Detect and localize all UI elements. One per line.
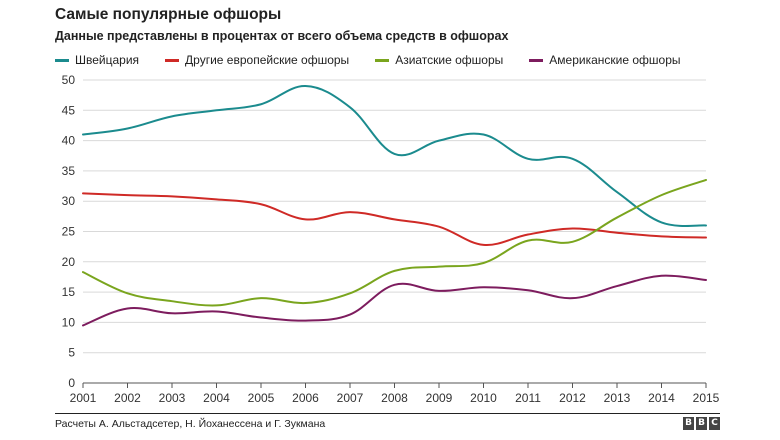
y-tick-label: 30 xyxy=(62,194,76,208)
x-tick-label: 2002 xyxy=(114,391,141,405)
line-chart: 0 5 10 15 20 25 30 35 40 45 50 2001 2002 2003 2004 2005… xyxy=(62,73,720,405)
y-tick-label: 10 xyxy=(62,315,76,329)
legend: Швейцария Другие европейские офшоры Азиа… xyxy=(55,53,681,67)
legend-label: Азиатские офшоры xyxy=(395,53,504,67)
legend-swatch xyxy=(375,58,390,62)
legend-label: Другие европейские офшоры xyxy=(185,53,350,67)
bbc-logo-block: C xyxy=(709,417,720,430)
legend-label: Швейцария xyxy=(75,53,140,67)
bbc-logo-block: B xyxy=(683,417,694,430)
legend-swatch xyxy=(165,58,180,62)
x-tick-label: 2012 xyxy=(559,391,586,405)
legend-swatch xyxy=(55,58,69,62)
x-tick-label: 2004 xyxy=(203,391,230,405)
y-tick-label: 0 xyxy=(68,376,75,390)
x-tick-label: 2010 xyxy=(470,391,497,405)
chart-title: Самые популярные офшоры xyxy=(55,6,282,23)
series-line-switzerland xyxy=(82,85,707,227)
x-tick-label: 2003 xyxy=(159,391,186,405)
legend-label: Американские офшоры xyxy=(549,53,681,67)
bbc-logo-block: B xyxy=(696,417,707,430)
y-tick-label: 20 xyxy=(62,255,76,269)
chart-subtitle: Данные представлены в процентах от всего… xyxy=(55,29,509,43)
x-tick-label: 2011 xyxy=(515,391,541,405)
footer-divider xyxy=(55,413,720,414)
bbc-logo: B B C xyxy=(683,417,720,430)
y-tick-label: 45 xyxy=(62,103,76,117)
y-tick-label: 5 xyxy=(68,346,75,360)
y-tick-label: 40 xyxy=(62,134,76,148)
x-tick-label: 2005 xyxy=(248,391,275,405)
series-line-american xyxy=(82,274,707,327)
y-tick-label: 50 xyxy=(62,73,76,87)
legend-swatch xyxy=(529,58,544,62)
series-line-asian xyxy=(82,178,707,307)
legend-item-switzerland: Швейцария xyxy=(55,53,139,67)
x-tick-label: 2001 xyxy=(70,391,97,405)
source-note: Расчеты А. Альстадсетер, Н. Йоханессена … xyxy=(55,418,326,430)
x-tick-label: 2006 xyxy=(292,391,319,405)
x-tick-label: 2009 xyxy=(426,391,453,405)
x-tick-label: 2015 xyxy=(693,391,720,405)
legend-item-american: Американские офшоры xyxy=(529,53,681,67)
y-tick-label: 15 xyxy=(62,285,76,299)
series-line-other-european xyxy=(82,192,707,246)
y-tick-label: 35 xyxy=(62,164,76,178)
y-tick-label: 25 xyxy=(62,225,76,239)
x-tick-label: 2008 xyxy=(381,391,408,405)
x-tick-label: 2014 xyxy=(648,391,675,405)
legend-item-other-european: Другие европейские офшоры xyxy=(165,53,349,67)
x-tick-label: 2013 xyxy=(604,391,631,405)
x-tick-label: 2007 xyxy=(337,391,364,405)
legend-item-asian: Азиатские офшоры xyxy=(375,53,503,67)
